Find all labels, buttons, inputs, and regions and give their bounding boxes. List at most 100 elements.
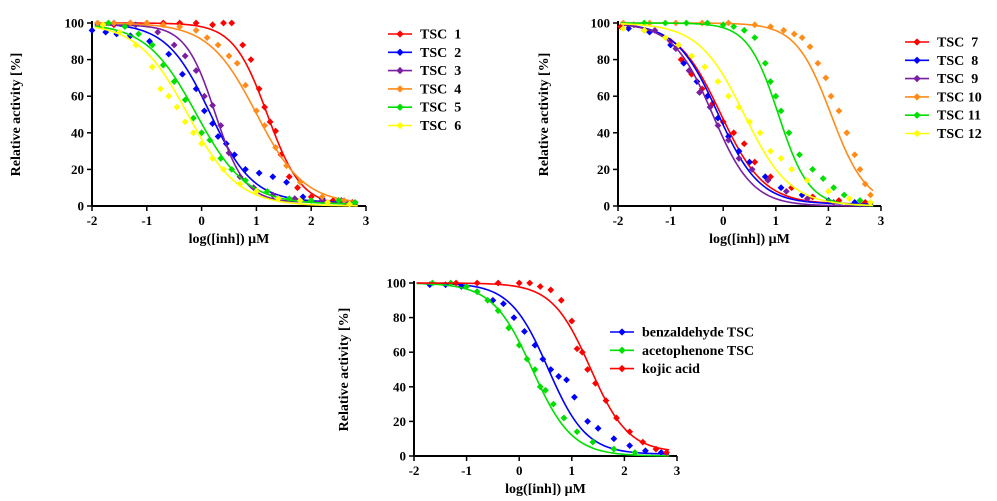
data-point	[735, 147, 743, 155]
data-point	[704, 19, 711, 27]
data-point	[584, 418, 591, 425]
data-point	[253, 187, 260, 195]
data-point	[571, 393, 578, 401]
data-point	[192, 67, 200, 74]
data-point	[526, 279, 534, 287]
data-point	[610, 445, 618, 453]
data-point	[803, 195, 811, 203]
x-tick-label: -2	[87, 213, 98, 228]
x-tick-label: 2	[308, 213, 315, 228]
chart-panel-1: -2 -1 0 1 2 3 0 20 40 60 80 100 log([inh]) μM Relativ…	[9, 16, 461, 248]
data-point	[663, 449, 670, 456]
data-point	[675, 41, 682, 49]
x-tick-label: -2	[409, 463, 420, 478]
data-point	[340, 197, 348, 204]
data-point	[661, 19, 669, 27]
data-point	[555, 373, 563, 380]
data-point	[247, 56, 255, 63]
data-point	[806, 43, 814, 51]
data-point	[764, 176, 772, 184]
fit-curve	[94, 22, 358, 206]
data-point	[209, 21, 216, 29]
data-point	[626, 442, 634, 450]
legend-item: TSC 8	[905, 54, 978, 69]
data-point	[725, 136, 732, 144]
data-point	[307, 197, 315, 204]
data-point	[272, 144, 279, 151]
x-tick-label: 3	[363, 213, 370, 228]
data-point	[121, 23, 129, 31]
data-point	[682, 19, 690, 27]
data-point	[809, 166, 817, 173]
fit-curve	[94, 25, 358, 205]
data-point	[170, 78, 178, 85]
legend-marker	[913, 38, 921, 46]
data-point	[135, 30, 142, 38]
data-point	[269, 173, 277, 181]
legend-marker	[913, 111, 921, 119]
legend-item: benzaldehyde TSC	[610, 326, 754, 341]
legend-label: TSC 4	[420, 82, 461, 97]
data-point	[294, 184, 301, 192]
data-point	[531, 341, 539, 349]
data-point	[730, 129, 738, 137]
data-point	[568, 317, 576, 325]
data-point	[192, 85, 200, 93]
series-1	[617, 23, 874, 206]
legend-label: TSC 12	[937, 127, 982, 142]
data-point	[261, 103, 269, 111]
data-point	[835, 107, 843, 115]
data-point	[861, 180, 869, 188]
data-point	[253, 107, 260, 115]
series-2	[416, 279, 670, 457]
legend-marker	[396, 48, 404, 56]
x-tick-label: 3	[674, 463, 681, 478]
data-point	[701, 63, 709, 71]
data-point	[209, 101, 216, 109]
data-point	[318, 193, 326, 201]
series-6	[94, 21, 358, 208]
x-tick-label: 0	[720, 213, 727, 228]
data-point	[181, 118, 189, 126]
x-tick-label: -1	[141, 213, 152, 228]
legend-marker	[618, 328, 626, 336]
data-point	[206, 136, 214, 144]
legend-item: TSC 10	[905, 90, 982, 105]
series-5	[94, 19, 359, 206]
data-point	[547, 286, 555, 294]
data-point	[696, 89, 703, 96]
legend-label: TSC 11	[937, 109, 981, 124]
data-point	[589, 438, 597, 446]
data-point	[261, 122, 269, 129]
y-tick-label: 40	[597, 125, 610, 140]
y-tick-label: 20	[71, 162, 84, 177]
x-tick-label: 1	[253, 213, 260, 228]
fit-curve	[94, 23, 358, 203]
legend-label: TSC 8	[937, 54, 978, 69]
legend-item: acetophenone TSC	[610, 344, 754, 359]
data-point	[255, 85, 263, 93]
data-point	[242, 176, 249, 184]
data-point	[110, 19, 118, 27]
y-tick-label: 80	[71, 52, 84, 67]
data-point	[725, 92, 732, 100]
data-point	[631, 449, 639, 456]
y-tick-label: 0	[604, 199, 611, 214]
data-point	[494, 279, 502, 287]
data-point	[214, 41, 222, 49]
data-point	[148, 41, 156, 49]
data-point	[452, 279, 460, 287]
data-point	[719, 21, 727, 29]
data-point	[840, 191, 848, 199]
data-point	[209, 155, 216, 162]
legend-marker	[913, 129, 921, 138]
data-point	[189, 129, 197, 137]
data-point	[761, 59, 769, 67]
fit-curve	[94, 22, 358, 203]
data-point	[515, 279, 523, 287]
data-point	[157, 85, 164, 93]
x-tick-label: -2	[613, 213, 624, 228]
data-point	[846, 195, 853, 203]
data-point	[639, 438, 647, 446]
x-tick-label: 1	[569, 463, 576, 478]
